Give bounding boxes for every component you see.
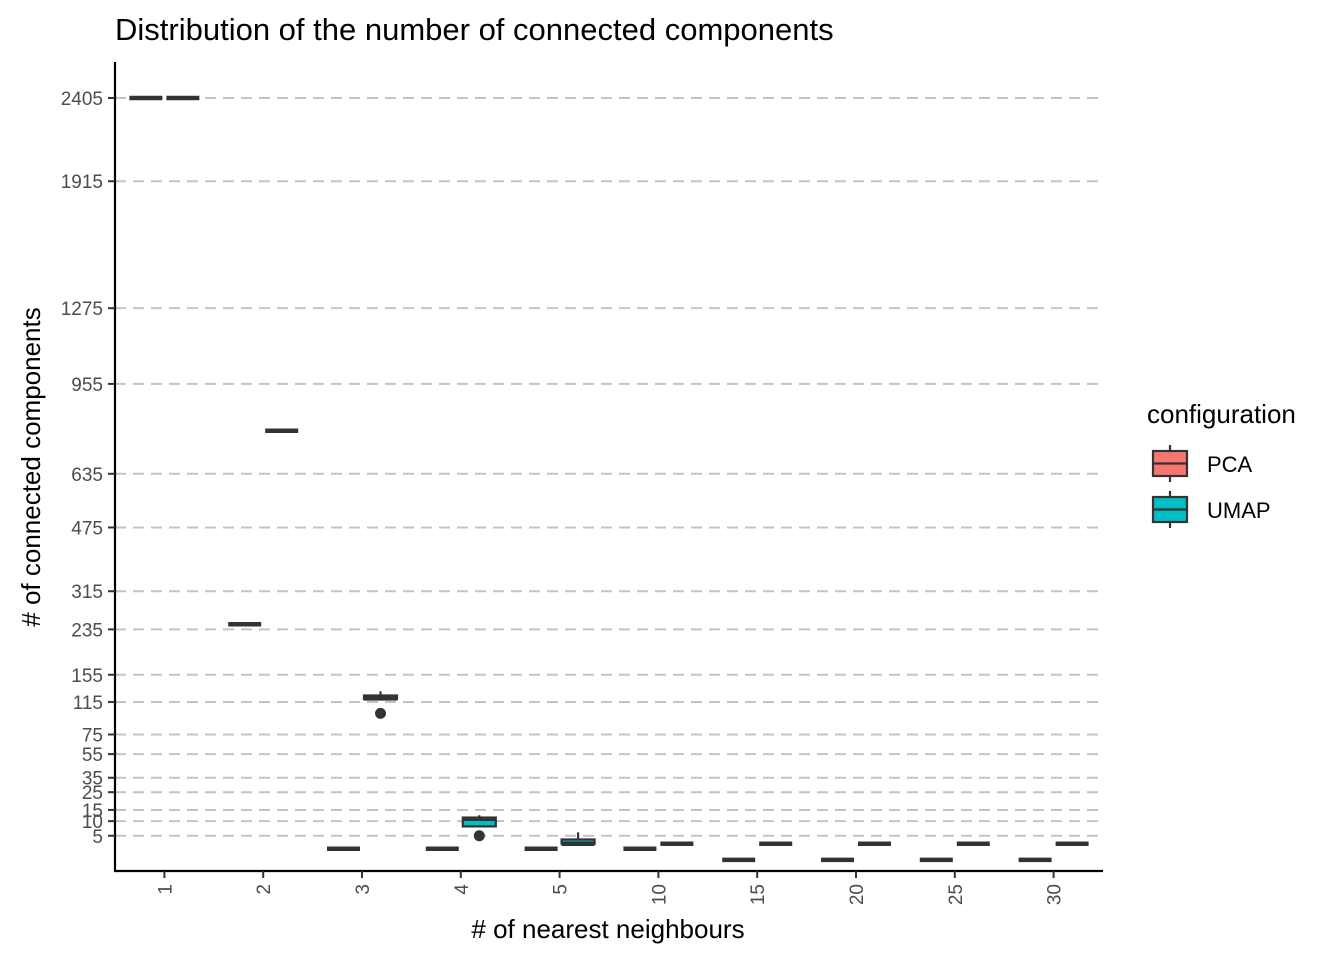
y-tick-label: 1915	[61, 172, 103, 193]
legend-label: UMAP	[1207, 498, 1271, 523]
box-umap-k3	[362, 691, 399, 719]
x-tick-label: 2	[254, 884, 275, 895]
y-tick-label: 155	[71, 666, 103, 687]
y-tick-label: 10	[82, 812, 103, 833]
y-tick-label: 15	[82, 801, 103, 822]
x-tick-label: 3	[353, 884, 374, 895]
y-tick-label: 25	[82, 783, 103, 804]
x-axis-ticks: 1 2 3 4 5 10 15 20 25 30	[155, 871, 1066, 905]
plot-area	[129, 95, 1089, 863]
y-tick-label: 115	[73, 693, 103, 714]
x-tick-label: 15	[748, 884, 769, 905]
y-axis-ticks: 2405191512759556354753152351551157555352…	[61, 89, 115, 848]
x-tick-label: 30	[1045, 884, 1066, 905]
outlier-point	[375, 707, 386, 719]
chart-title: Distribution of the number of connected …	[115, 12, 834, 47]
y-tick-label: 475	[71, 518, 103, 539]
y-tick-label: 2405	[61, 89, 103, 110]
legend-item-pca: PCA	[1151, 445, 1253, 482]
legend: configuration PCA UMAP	[1147, 399, 1296, 528]
y-tick-label: 955	[71, 375, 103, 396]
x-axis-title: # of nearest neighbours	[471, 914, 744, 944]
y-tick-label: 55	[82, 745, 103, 766]
grid-lines	[115, 97, 1103, 837]
y-tick-label: 635	[71, 465, 103, 486]
outlier-point	[473, 830, 485, 842]
x-tick-label: 1	[155, 884, 176, 895]
box-umap-k4	[461, 815, 497, 842]
box-umap-k5	[560, 832, 596, 846]
x-tick-label: 5	[551, 884, 572, 895]
y-tick-label: 315	[71, 582, 103, 603]
x-tick-label: 10	[649, 884, 670, 905]
y-tick-label: 235	[71, 620, 103, 641]
y-tick-label: 5	[92, 827, 103, 848]
x-tick-label: 20	[847, 884, 868, 905]
x-tick-label: 4	[452, 884, 473, 895]
y-tick-label: 75	[82, 725, 103, 746]
y-tick-label: 35	[82, 769, 103, 790]
y-tick-label: 1275	[61, 299, 103, 320]
legend-title: configuration	[1147, 399, 1296, 429]
legend-item-umap: UMAP	[1151, 491, 1271, 528]
y-axis-title: # of connected components	[16, 307, 46, 626]
x-tick-label: 25	[946, 884, 967, 905]
legend-label: PCA	[1207, 452, 1253, 477]
